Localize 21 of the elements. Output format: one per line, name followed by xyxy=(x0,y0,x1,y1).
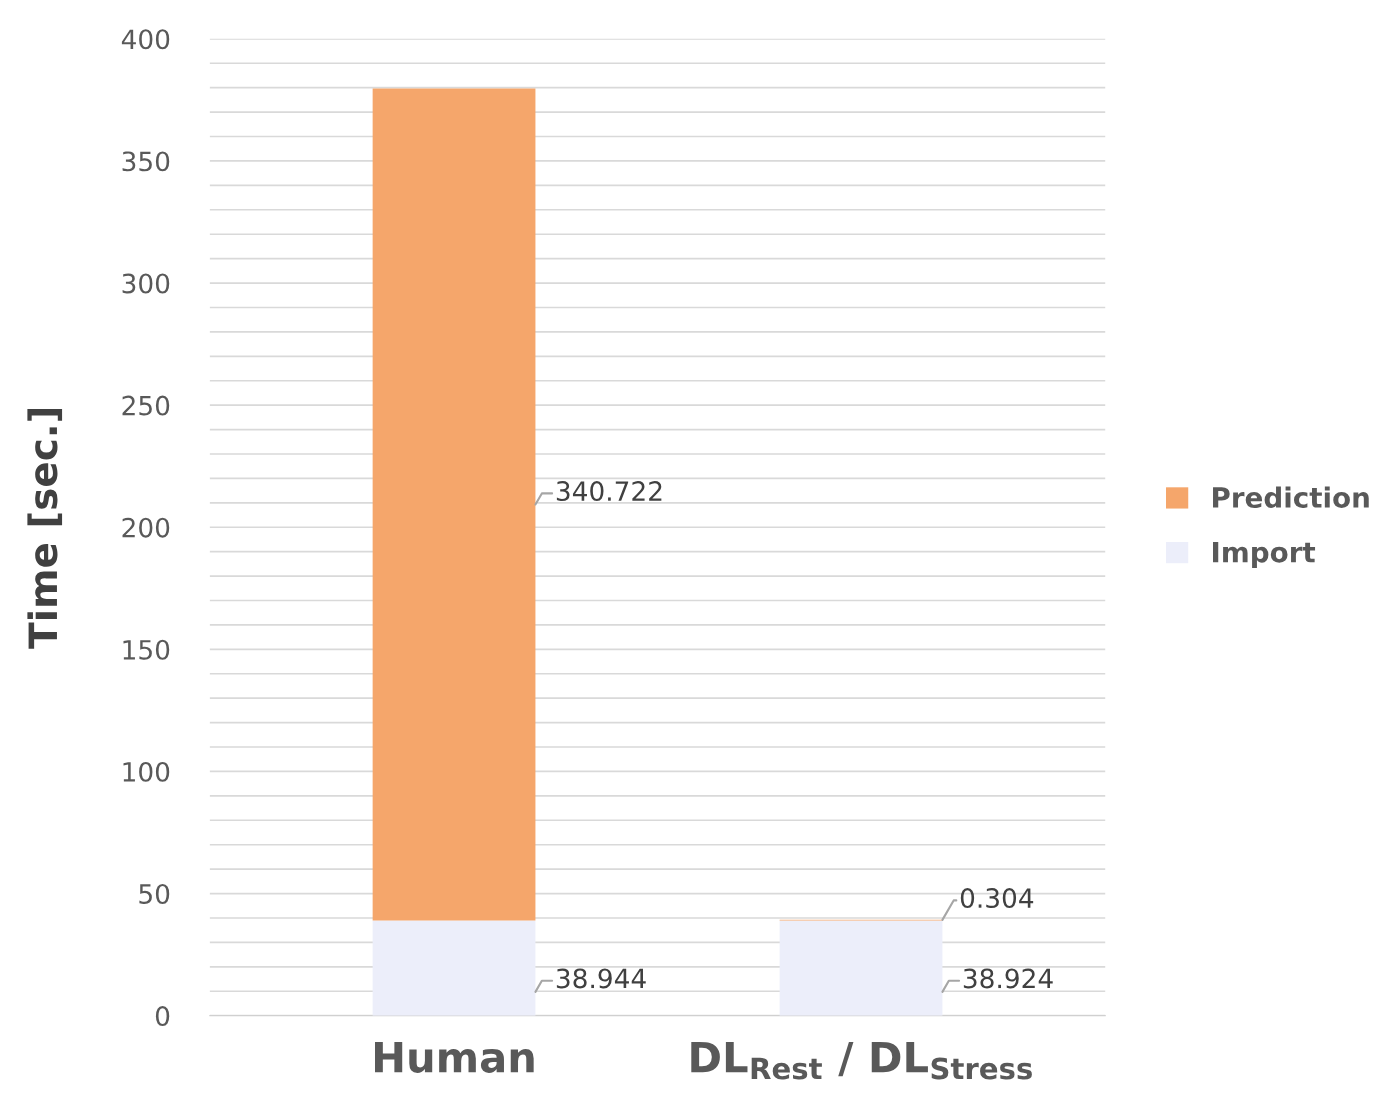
y-tick-label: 100 xyxy=(123,761,170,782)
y-tick-label: 250 xyxy=(122,395,170,416)
data-label: 0.304 xyxy=(960,888,1034,909)
legend-label: Prediction xyxy=(1213,486,1369,508)
bar xyxy=(372,88,536,921)
data-label: 38.944 xyxy=(556,968,646,989)
y-tick-label: 350 xyxy=(122,151,170,172)
x-tick-label: DL$_{Rest}$ / DL$_{Stress}$ xyxy=(691,1041,1032,1080)
y-axis-title: Time [sec.] xyxy=(27,409,63,649)
bar xyxy=(372,920,536,1016)
y-tick-label: 50 xyxy=(139,883,170,904)
x-tick-label: Human xyxy=(375,1041,534,1073)
y-tick-label: 300 xyxy=(122,273,170,294)
legend-label: Import xyxy=(1213,541,1316,569)
bar xyxy=(779,920,943,1016)
y-tick-label: 150 xyxy=(123,639,170,660)
y-tick-label: 400 xyxy=(121,29,170,50)
y-tick-label: 200 xyxy=(122,517,170,538)
data-label: 38.924 xyxy=(963,968,1053,989)
data-label: 340.722 xyxy=(556,481,662,502)
y-tick-label: 0 xyxy=(155,1006,170,1027)
